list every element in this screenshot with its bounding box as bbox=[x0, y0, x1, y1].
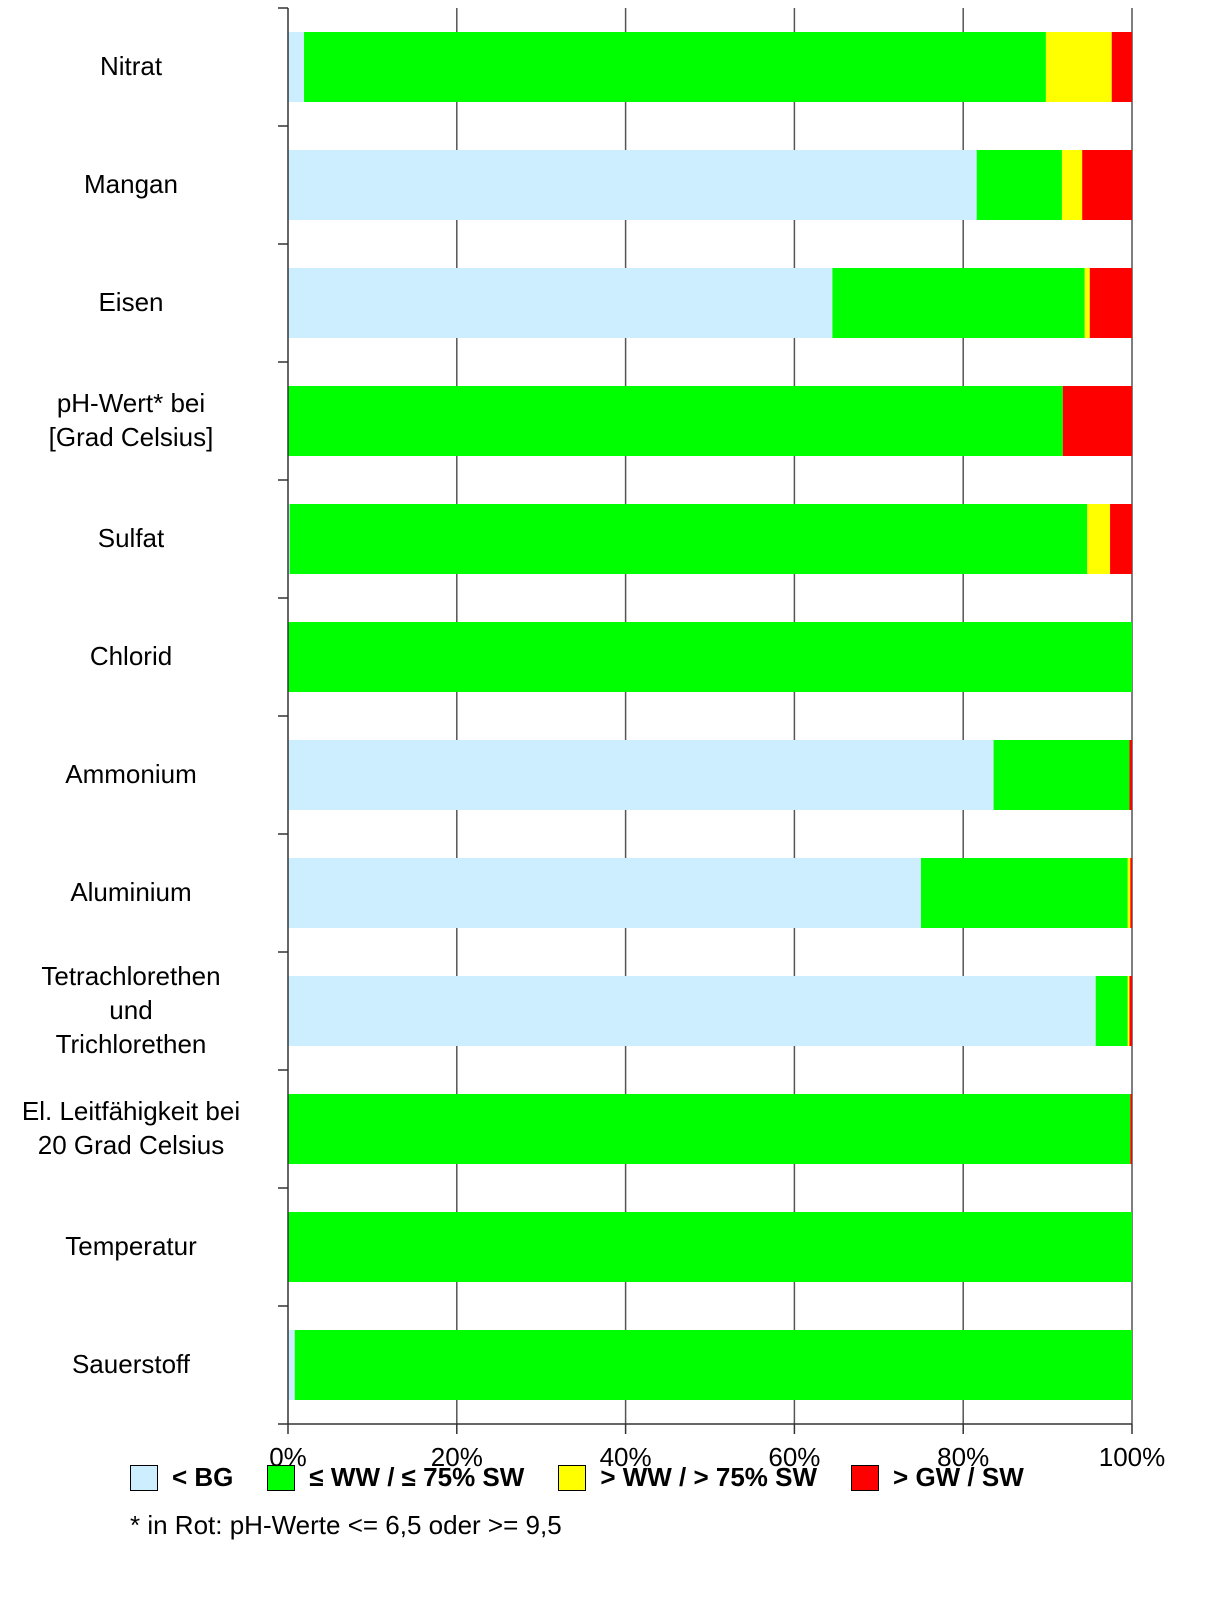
legend-label: > WW / > 75% SW bbox=[600, 1462, 818, 1492]
legend: < BG ≤ WW / ≤ 75% SW > WW / > 75% SW > GW /… bbox=[130, 1462, 1058, 1493]
legend-item: ≤ WW / ≤ 75% SW bbox=[267, 1462, 524, 1493]
bar-segment bbox=[304, 32, 1046, 102]
bar-segment bbox=[288, 1212, 1132, 1282]
bar-segment bbox=[1082, 150, 1132, 220]
bar-segment bbox=[288, 622, 1132, 692]
bar-segment bbox=[288, 32, 305, 102]
bar-segment bbox=[832, 268, 1085, 338]
legend-label: < BG bbox=[172, 1462, 234, 1492]
bar-segment bbox=[288, 1330, 295, 1400]
bar-segment bbox=[288, 386, 1063, 456]
x-tick-label: 40% bbox=[599, 1442, 652, 1472]
category-label: Chlorid bbox=[89, 641, 173, 671]
bar-segment bbox=[1127, 858, 1131, 928]
bar-segment bbox=[1129, 976, 1132, 1046]
legend-swatch bbox=[130, 1464, 158, 1491]
bar-segment bbox=[288, 976, 1096, 1046]
bar-segment bbox=[1061, 150, 1083, 220]
category-label: Sauerstoff bbox=[71, 1349, 191, 1379]
x-tick-label: 80% bbox=[937, 1442, 990, 1472]
bar-segment bbox=[1095, 976, 1128, 1046]
bar-segment bbox=[288, 740, 994, 810]
bar-segment bbox=[1130, 858, 1132, 928]
category-label: Temperatur bbox=[65, 1231, 197, 1261]
bar-segment bbox=[1127, 976, 1130, 1046]
bar-segment bbox=[288, 150, 977, 220]
category-label: Eisen bbox=[98, 287, 164, 317]
bar-segment bbox=[1089, 268, 1132, 338]
bar-segment bbox=[1130, 1094, 1132, 1164]
bar-segment bbox=[1110, 504, 1132, 574]
bar-segment bbox=[993, 740, 1130, 810]
category-label: El. Leitfähigkeit bei 20 Grad Celsius bbox=[21, 1096, 241, 1160]
legend-label: > GW / SW bbox=[893, 1462, 1024, 1492]
bar-segment bbox=[1062, 386, 1132, 456]
category-label: Mangan bbox=[84, 169, 178, 199]
legend-item: < BG bbox=[130, 1462, 233, 1493]
category-label: Nitrat bbox=[99, 51, 163, 81]
legend-item: > WW / > 75% SW bbox=[558, 1462, 817, 1493]
legend-swatch bbox=[558, 1464, 587, 1491]
category-label: Ammonium bbox=[65, 759, 197, 789]
bar-segment bbox=[1129, 740, 1132, 810]
bar-segment bbox=[289, 504, 1088, 574]
bar-segment bbox=[921, 858, 1128, 928]
category-label: Sulfat bbox=[97, 523, 165, 553]
legend-item: > GW / SW bbox=[851, 1462, 1024, 1493]
category-label: Tetrachlorethen und Trichlorethen bbox=[41, 961, 221, 1059]
bar-segment bbox=[1087, 504, 1111, 574]
category-label: Aluminium bbox=[70, 877, 192, 907]
bar-segment bbox=[288, 504, 290, 574]
bar-segment bbox=[976, 150, 1062, 220]
bar-segment bbox=[1045, 32, 1112, 102]
x-tick-label: 0% bbox=[269, 1442, 307, 1472]
legend-label: ≤ WW / ≤ 75% SW bbox=[309, 1462, 525, 1492]
bar-segment bbox=[294, 1330, 1132, 1400]
x-tick-label: 20% bbox=[430, 1442, 483, 1472]
x-tick-label: 100% bbox=[1098, 1442, 1166, 1472]
bar-segment bbox=[288, 1094, 1131, 1164]
bar-segment bbox=[288, 858, 921, 928]
x-tick-label: 60% bbox=[768, 1442, 821, 1472]
bar-segment bbox=[288, 268, 833, 338]
legend-swatch bbox=[267, 1464, 296, 1491]
category-label: pH-Wert* bei [Grad Celsius] bbox=[48, 388, 214, 452]
bar-segment bbox=[1084, 268, 1090, 338]
legend-swatch bbox=[851, 1464, 880, 1491]
footnote: * in Rot: pH-Werte <= 6,5 oder >= 9,5 bbox=[130, 1510, 562, 1540]
bar-segment bbox=[1111, 32, 1132, 102]
